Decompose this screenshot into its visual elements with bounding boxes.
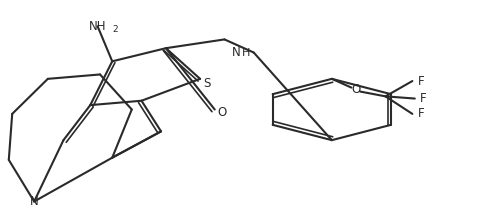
Text: H: H [242,48,250,58]
Text: NH: NH [89,20,106,33]
Text: S: S [203,77,211,90]
Text: O: O [352,83,361,96]
Text: 2: 2 [113,25,119,34]
Text: F: F [420,92,427,105]
Text: F: F [418,74,425,88]
Text: O: O [218,106,226,119]
Text: N: N [231,46,240,59]
Text: F: F [418,107,425,120]
Text: N: N [30,195,39,208]
